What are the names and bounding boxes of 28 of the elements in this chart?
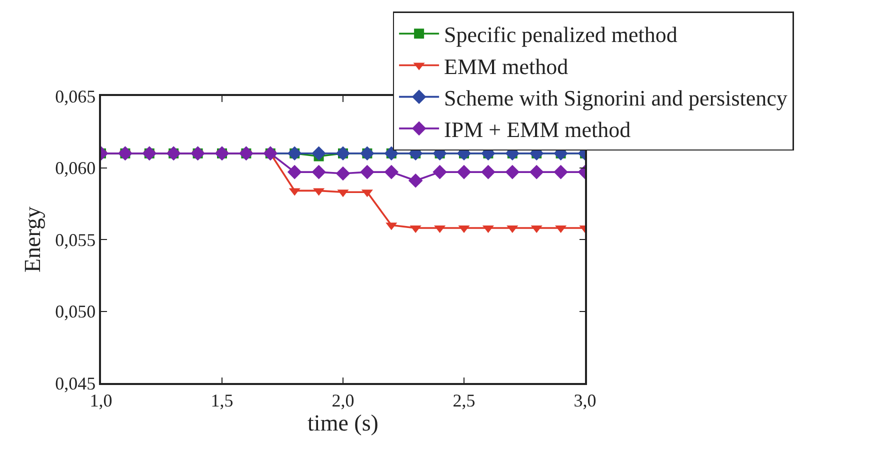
point: [432, 164, 447, 180]
point: [529, 164, 544, 180]
legend-label: IPM + EMM method: [444, 117, 631, 142]
point: [312, 164, 326, 180]
legend-label: Specific penalized method: [444, 22, 678, 48]
legend-label: EMM method: [444, 54, 568, 79]
point: [456, 164, 472, 180]
legend-label: Scheme with Signorini and persistency: [444, 85, 788, 110]
y-tick-label: 0,055: [55, 230, 96, 250]
x-tick-label: 1,5: [210, 390, 234, 410]
point: [408, 174, 423, 188]
point: [481, 164, 496, 180]
point: [287, 164, 302, 180]
x-tick-label: 3,0: [574, 390, 596, 410]
x-tick-label: 2,5: [452, 390, 476, 410]
x-tick-label: 2,0: [332, 390, 354, 410]
y-axis-title: Energy: [20, 206, 46, 273]
point: [505, 164, 520, 180]
y-tick-label: 0,065: [55, 86, 96, 106]
point: [312, 146, 326, 161]
y-tick-label: 0,060: [55, 158, 96, 178]
point: [336, 166, 350, 181]
x-axis-title: time (s): [308, 410, 378, 436]
y-tick-label: 0,050: [55, 302, 96, 322]
point: [360, 164, 374, 180]
point: [554, 164, 568, 180]
point: [360, 146, 374, 161]
point: [384, 164, 399, 180]
